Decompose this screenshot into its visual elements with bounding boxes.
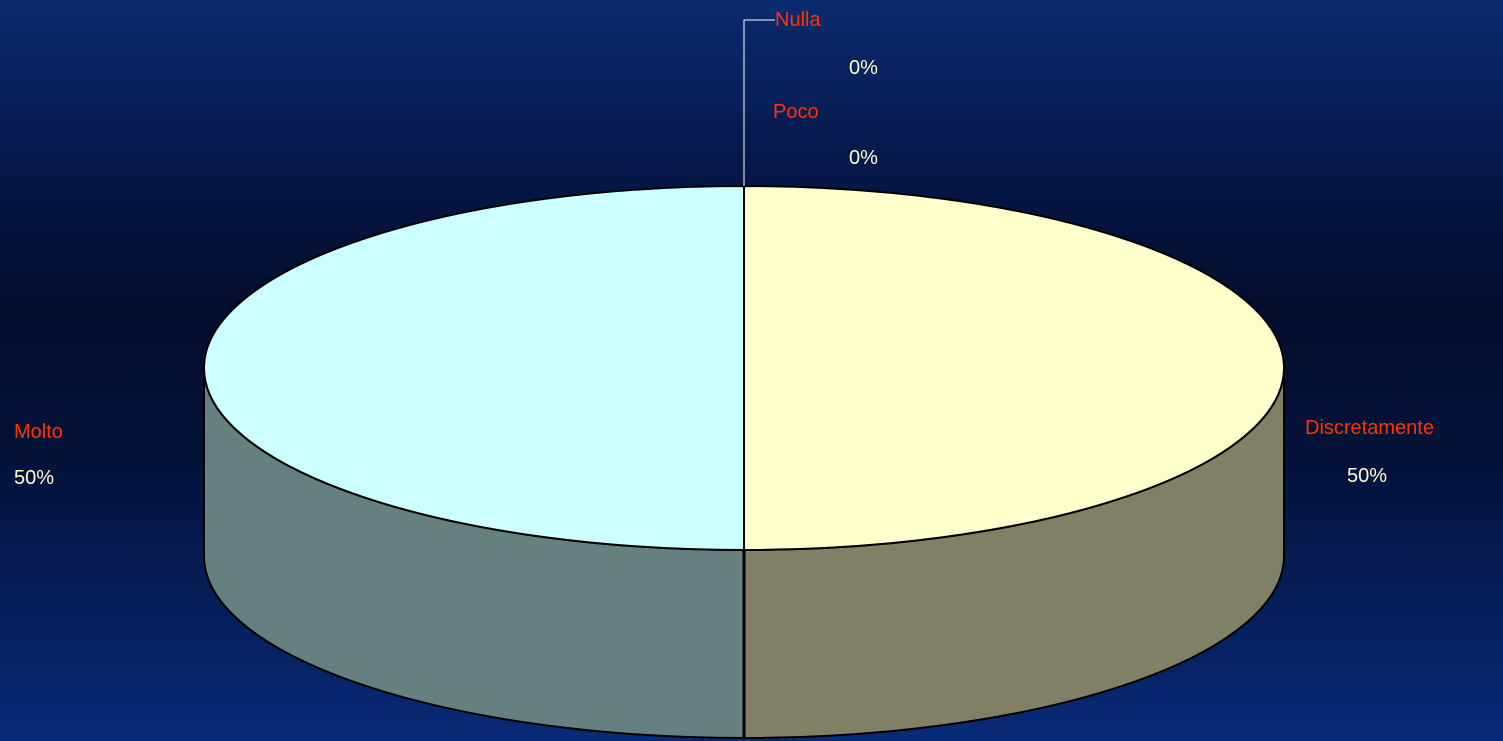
slice-value-molto: 50% <box>14 467 55 489</box>
slice-value-discretamente: 50% <box>1347 465 1388 487</box>
leader-line-nulla <box>743 19 775 186</box>
pie-tops <box>203 184 1285 552</box>
slice-molto <box>203 184 745 552</box>
slice-label-nulla: Nulla <box>775 9 821 31</box>
slice-label-discretamente: Discretamente <box>1305 417 1434 439</box>
slice-label-molto: Molto <box>14 421 63 443</box>
slice-discretamente <box>743 184 1285 552</box>
slice-value-poco: 0% <box>849 147 878 169</box>
slice-value-nulla: 0% <box>849 57 878 79</box>
slice-label-poco: Poco <box>773 101 819 123</box>
